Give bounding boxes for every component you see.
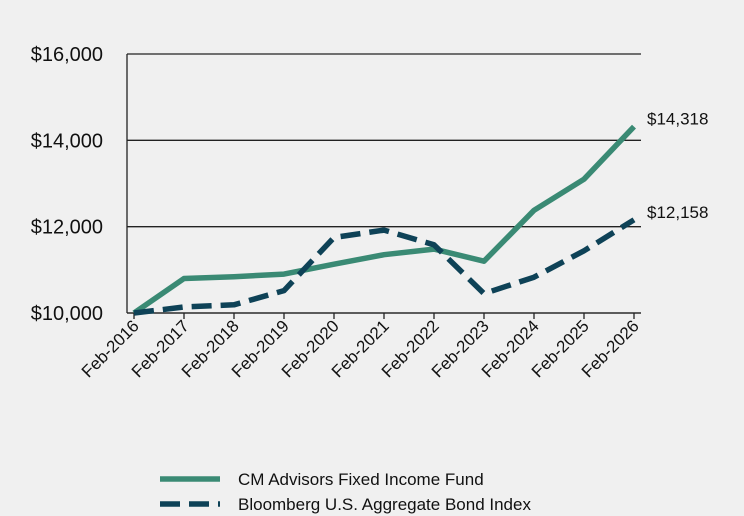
grid-lines: [127, 53, 641, 314]
end-value-label-1: $14,318: [647, 110, 708, 129]
end-value-label-2: $12,158: [647, 203, 708, 222]
legend-label-1: CM Advisors Fixed Income Fund: [238, 470, 484, 489]
y-tick-label: $16,000: [31, 44, 103, 66]
axes: [126, 54, 641, 314]
y-tick-label: $14,000: [31, 130, 103, 152]
series-line-1: [132, 124, 636, 316]
series-line-2: [133, 217, 636, 316]
x-axis-ticks: Feb-2016Feb-2017Feb-2018Feb-2019Feb-2020…: [78, 313, 643, 381]
end-labels: $14,318 $12,158: [647, 110, 708, 222]
y-tick-label: $12,000: [31, 217, 103, 239]
legend-label-2: Bloomberg U.S. Aggregate Bond Index: [238, 495, 531, 514]
y-axis-ticks: $10,000 $12,000 $14,000 $16,000: [31, 44, 103, 325]
y-tick-label: $10,000: [31, 303, 103, 325]
series-lines: [132, 124, 636, 316]
legend: CM Advisors Fixed Income Fund Bloomberg U…: [160, 470, 531, 514]
